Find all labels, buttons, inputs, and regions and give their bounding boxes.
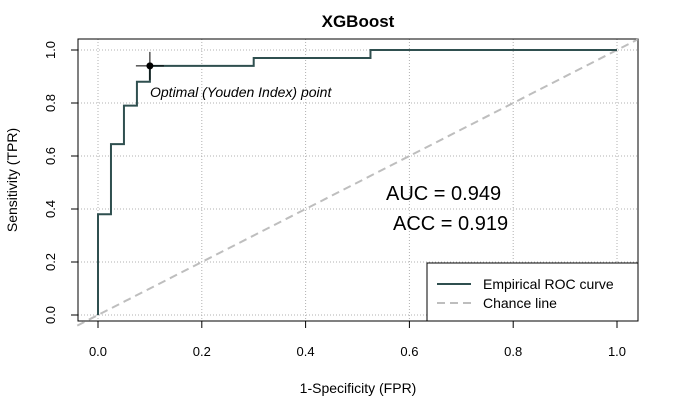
chance-line: [76, 38, 639, 327]
x-tick-label: 0.0: [89, 344, 107, 359]
legend-roc-label: Empirical ROC curve: [483, 276, 614, 292]
optimal-point-marker: [135, 51, 164, 80]
x-tick-label: 0.6: [400, 344, 418, 359]
legend-box: [426, 262, 639, 322]
x-axis-title: 1-Specificity (FPR): [300, 380, 417, 396]
x-tick-label: 1.0: [608, 344, 626, 359]
y-axis-title: Sensitivity (TPR): [4, 128, 20, 232]
x-tick-label: 0.2: [193, 344, 211, 359]
y-tick-label: 0.0: [43, 306, 58, 324]
auc-text: AUC = 0.949: [386, 183, 501, 205]
optimal-point-label: Optimal (Youden Index) point: [150, 84, 332, 100]
plot-frame: [77, 38, 639, 322]
legend: Empirical ROC curve Chance line: [426, 262, 639, 322]
x-axis: 0.0 0.2 0.4 0.6 0.8 1.0: [89, 321, 626, 359]
y-axis: 0.0 0.2 0.4 0.6 0.8 1.0: [43, 41, 78, 324]
y-tick-label: 0.2: [43, 253, 58, 271]
series-layer: [76, 38, 639, 327]
acc-text: ACC = 0.919: [393, 213, 508, 235]
y-tick-label: 1.0: [43, 41, 58, 59]
roc-curve: [97, 49, 617, 315]
legend-chance-label: Chance line: [483, 295, 557, 311]
x-tick-label: 0.8: [504, 344, 522, 359]
optimal-point: [146, 62, 154, 70]
y-tick-label: 0.8: [43, 94, 58, 112]
chart-title: XGBoost: [322, 12, 395, 31]
y-tick-label: 0.4: [43, 200, 58, 218]
y-tick-label: 0.6: [43, 147, 58, 165]
x-tick-label: 0.4: [297, 344, 315, 359]
